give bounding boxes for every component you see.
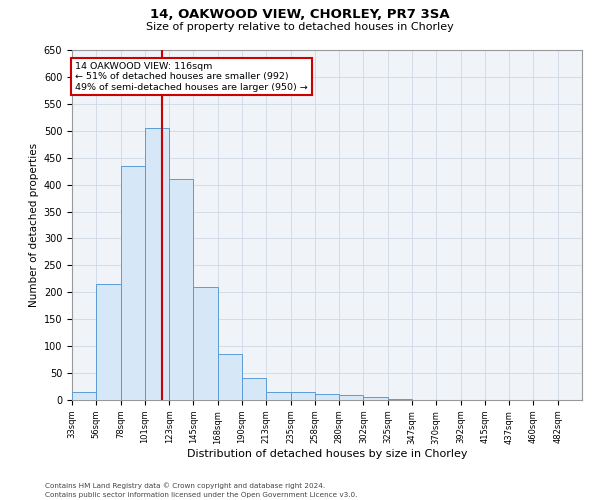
Bar	[315, 394, 339, 400]
Bar	[169, 179, 193, 400]
Text: Size of property relative to detached houses in Chorley: Size of property relative to detached ho…	[146, 22, 454, 32]
Bar	[242, 378, 266, 400]
Bar	[96, 284, 121, 400]
Bar	[364, 398, 388, 400]
Bar	[193, 287, 218, 400]
Text: 14, OAKWOOD VIEW, CHORLEY, PR7 3SA: 14, OAKWOOD VIEW, CHORLEY, PR7 3SA	[150, 8, 450, 20]
Text: 14 OAKWOOD VIEW: 116sqm
← 51% of detached houses are smaller (992)
49% of semi-d: 14 OAKWOOD VIEW: 116sqm ← 51% of detache…	[75, 62, 308, 92]
Bar	[290, 392, 315, 400]
Bar	[266, 392, 290, 400]
Bar	[121, 166, 145, 400]
Text: Contains HM Land Registry data © Crown copyright and database right 2024.: Contains HM Land Registry data © Crown c…	[45, 482, 325, 489]
Y-axis label: Number of detached properties: Number of detached properties	[29, 143, 40, 307]
Bar	[218, 354, 242, 400]
Bar	[339, 394, 364, 400]
Bar	[72, 392, 96, 400]
Bar	[388, 399, 412, 400]
Bar	[145, 128, 169, 400]
Text: Contains public sector information licensed under the Open Government Licence v3: Contains public sector information licen…	[45, 492, 358, 498]
X-axis label: Distribution of detached houses by size in Chorley: Distribution of detached houses by size …	[187, 449, 467, 459]
